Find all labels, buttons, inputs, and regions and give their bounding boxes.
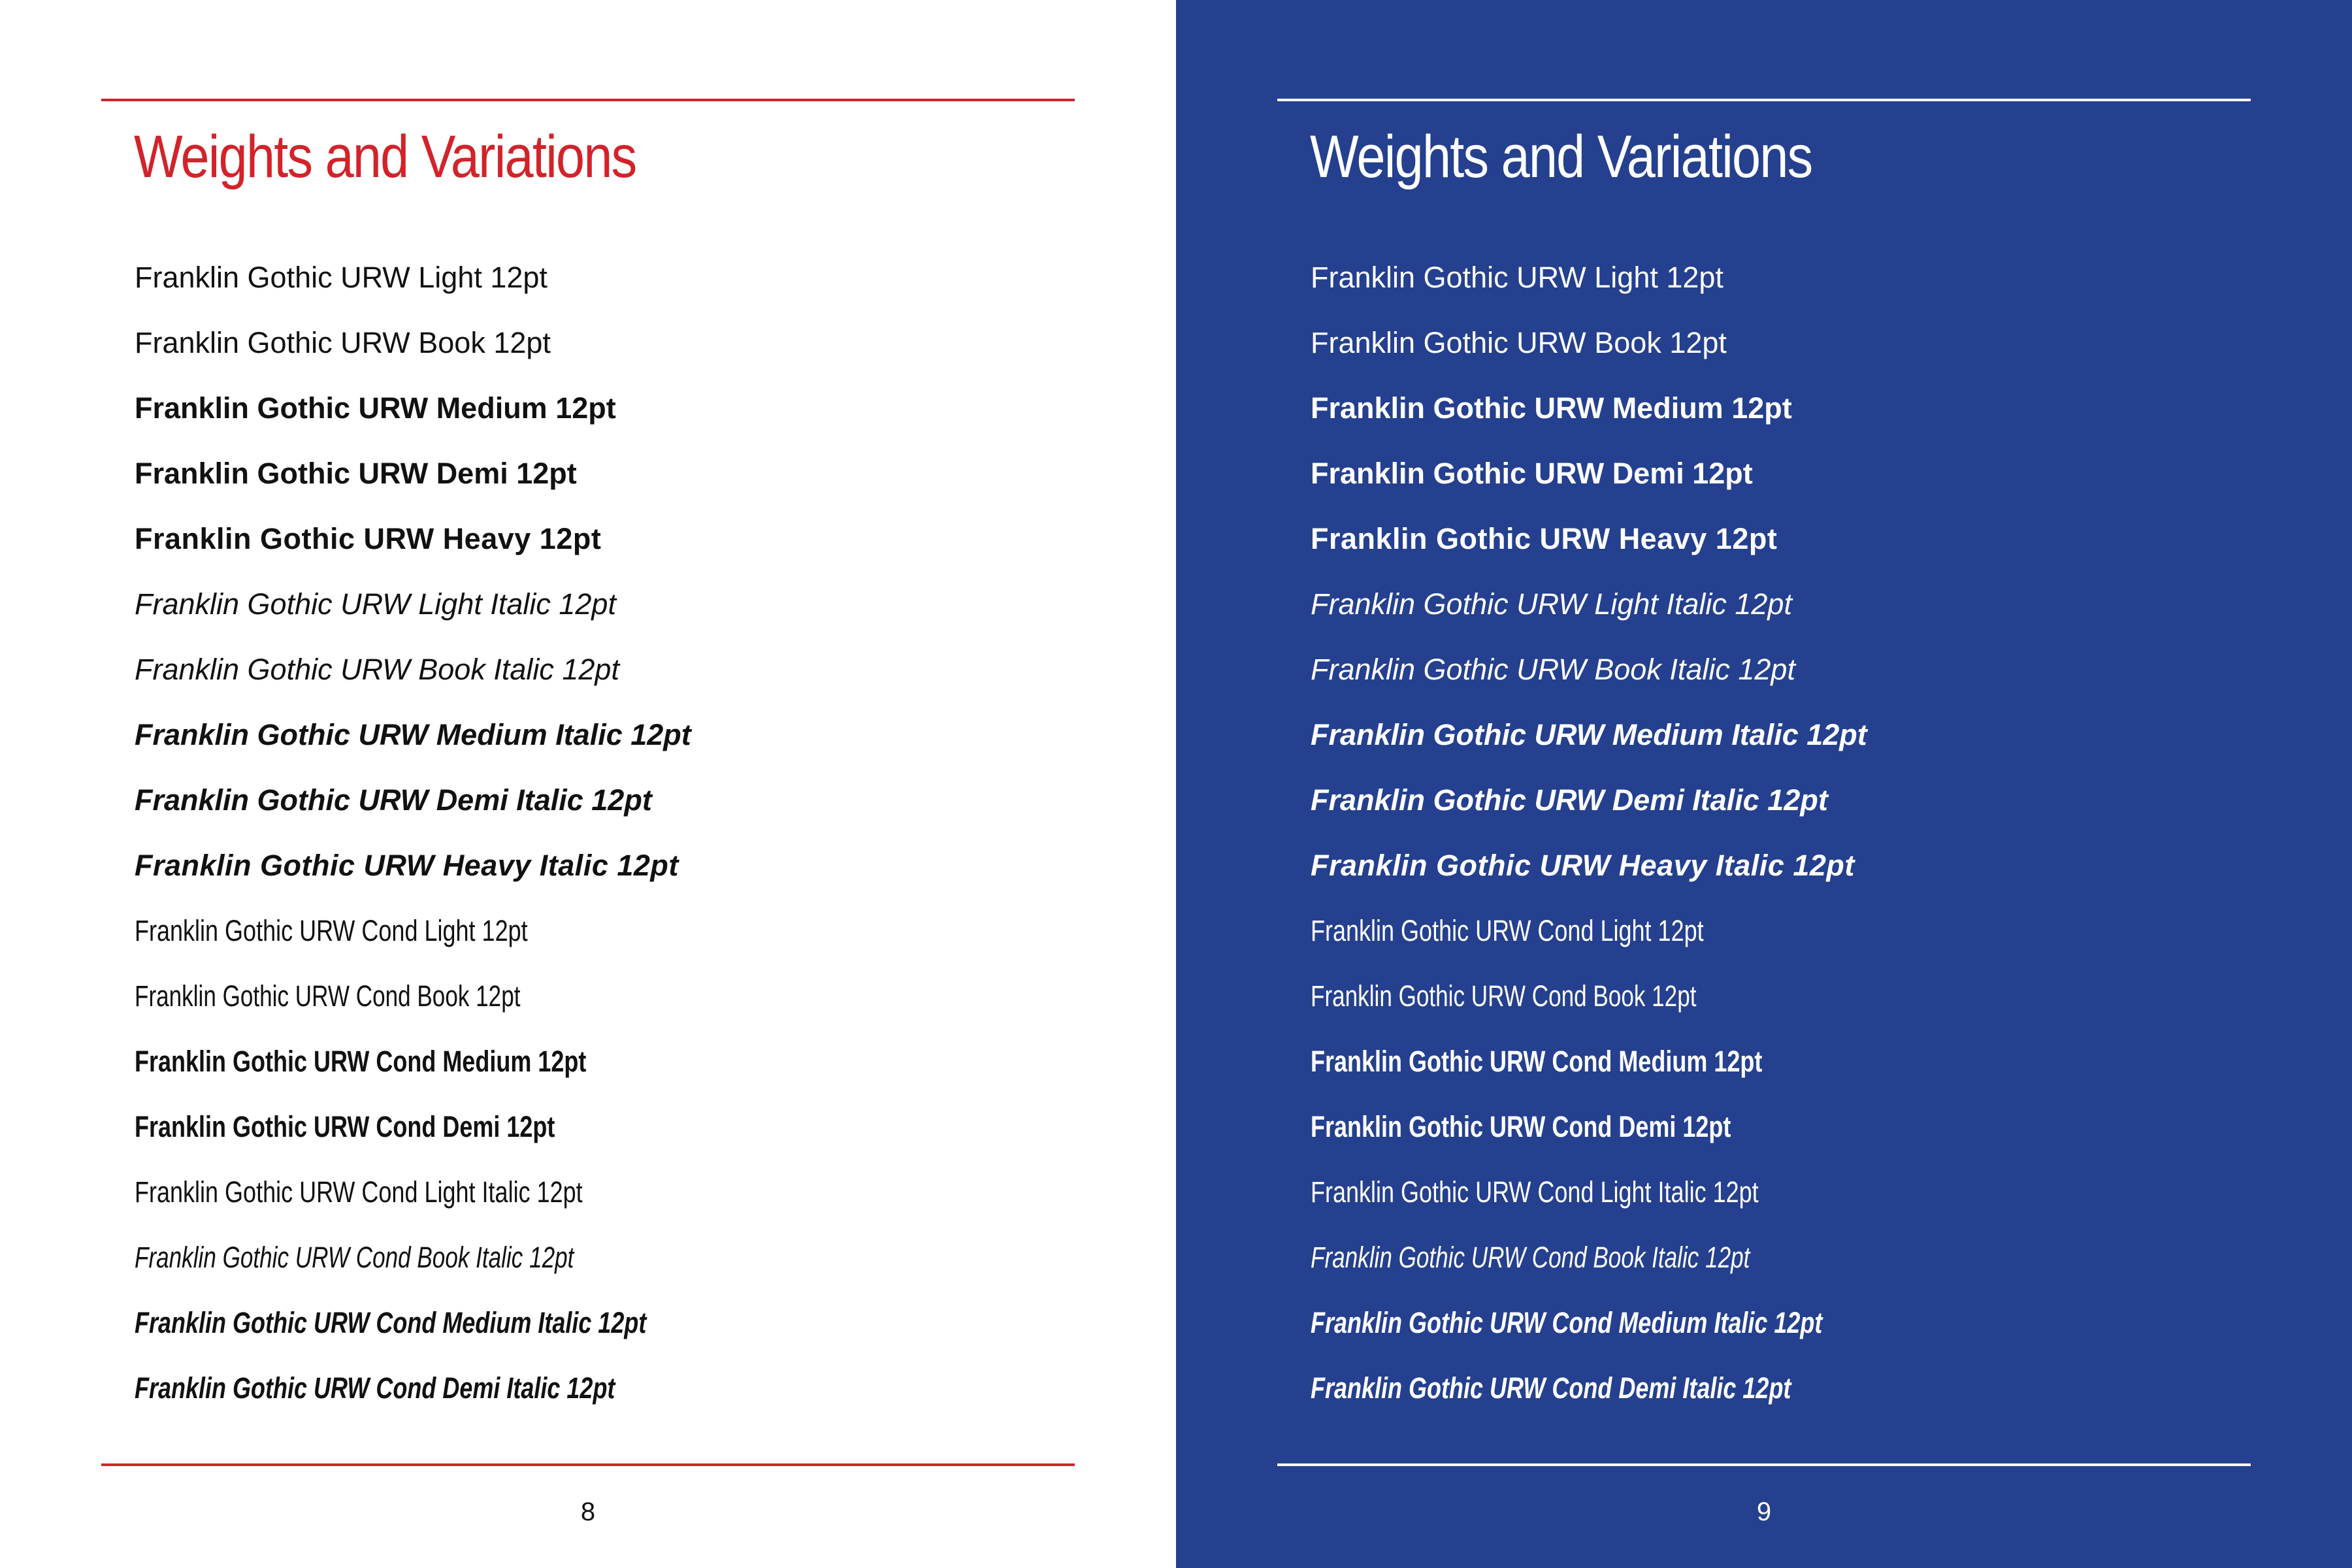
right-page: Weights and Variations Franklin Gothic U… (1176, 0, 2352, 1568)
specimen-cond-book-italic: Franklin Gothic URW Cond Book Italic 12p… (1311, 1241, 1750, 1274)
top-rule (1277, 99, 2251, 101)
specimen-medium-italic: Franklin Gothic URW Medium Italic 12pt (135, 718, 691, 751)
specimen-cond-medium: Franklin Gothic URW Cond Medium 12pt (1311, 1045, 1763, 1078)
specimen-cond-demi-italic: Franklin Gothic URW Cond Demi Italic 12p… (1311, 1371, 1791, 1405)
specimen-demi-italic: Franklin Gothic URW Demi Italic 12pt (1311, 783, 1828, 817)
specimen-cond-demi: Franklin Gothic URW Cond Demi 12pt (1311, 1110, 1731, 1143)
specimen-cond-light-italic: Franklin Gothic URW Cond Light Italic 12… (1311, 1175, 1759, 1209)
specimen-light: Franklin Gothic URW Light 12pt (135, 261, 547, 294)
specimen-cond-demi-italic: Franklin Gothic URW Cond Demi Italic 12p… (135, 1371, 615, 1405)
page-title: Weights and Variations (134, 123, 637, 190)
specimen-medium-italic: Franklin Gothic URW Medium Italic 12pt (1311, 718, 1867, 751)
specimen-heavy: Franklin Gothic URW Heavy 12pt (1311, 522, 1778, 555)
bottom-rule (101, 1463, 1075, 1466)
specimen-demi-italic: Franklin Gothic URW Demi Italic 12pt (135, 783, 652, 817)
specimen-cond-book-italic: Franklin Gothic URW Cond Book Italic 12p… (135, 1241, 574, 1274)
specimen-book-italic: Franklin Gothic URW Book Italic 12pt (135, 653, 619, 686)
specimen-medium: Franklin Gothic URW Medium 12pt (135, 391, 616, 425)
specimen-heavy-italic: Franklin Gothic URW Heavy Italic 12pt (1311, 849, 1855, 882)
bottom-rule (1277, 1463, 2251, 1466)
specimen-cond-light-italic: Franklin Gothic URW Cond Light Italic 12… (135, 1175, 583, 1209)
specimen-cond-medium-italic: Franklin Gothic URW Cond Medium Italic 1… (135, 1306, 647, 1339)
specimen-book: Franklin Gothic URW Book 12pt (1311, 326, 1727, 359)
specimen-cond-light: Franklin Gothic URW Cond Light 12pt (135, 914, 528, 947)
specimen-cond-demi: Franklin Gothic URW Cond Demi 12pt (135, 1110, 555, 1143)
specimen-book: Franklin Gothic URW Book 12pt (135, 326, 551, 359)
specimen-book-italic: Franklin Gothic URW Book Italic 12pt (1311, 653, 1795, 686)
specimen-light-italic: Franklin Gothic URW Light Italic 12pt (1311, 587, 1792, 621)
specimen-heavy-italic: Franklin Gothic URW Heavy Italic 12pt (135, 849, 679, 882)
specimen-demi: Franklin Gothic URW Demi 12pt (135, 457, 577, 490)
specimen-cond-medium-italic: Franklin Gothic URW Cond Medium Italic 1… (1311, 1306, 1823, 1339)
specimen-light-italic: Franklin Gothic URW Light Italic 12pt (135, 587, 616, 621)
page-title: Weights and Variations (1310, 123, 1813, 190)
specimen-cond-book: Franklin Gothic URW Cond Book 12pt (135, 979, 521, 1013)
specimen-cond-medium: Franklin Gothic URW Cond Medium 12pt (135, 1045, 587, 1078)
specimen-demi: Franklin Gothic URW Demi 12pt (1311, 457, 1753, 490)
left-page: Weights and Variations Franklin Gothic U… (101, 99, 1075, 1526)
page-number: 9 (1756, 1497, 1772, 1526)
specimen-light: Franklin Gothic URW Light 12pt (1311, 261, 1723, 294)
specimen-cond-light: Franklin Gothic URW Cond Light 12pt (1311, 914, 1704, 947)
specimen-list: Franklin Gothic URW Light 12pt Franklin … (1311, 245, 1950, 1421)
specimen-cond-book: Franklin Gothic URW Cond Book 12pt (1311, 979, 1697, 1013)
specimen-heavy: Franklin Gothic URW Heavy 12pt (135, 522, 602, 555)
page-number: 8 (580, 1497, 596, 1526)
top-rule (101, 99, 1075, 101)
specimen-medium: Franklin Gothic URW Medium 12pt (1311, 391, 1792, 425)
specimen-list: Franklin Gothic URW Light 12pt Franklin … (135, 245, 774, 1421)
